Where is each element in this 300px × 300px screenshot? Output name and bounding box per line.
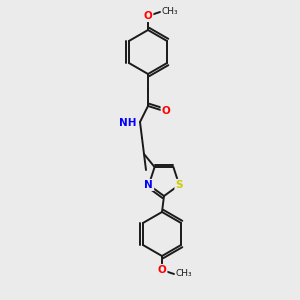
Text: CH₃: CH₃ xyxy=(175,269,192,278)
Text: S: S xyxy=(176,180,183,190)
Text: NH: NH xyxy=(118,118,136,128)
Text: CH₃: CH₃ xyxy=(161,8,178,16)
Text: O: O xyxy=(144,11,152,21)
Text: N: N xyxy=(144,180,153,190)
Text: O: O xyxy=(158,265,166,275)
Text: O: O xyxy=(162,106,170,116)
